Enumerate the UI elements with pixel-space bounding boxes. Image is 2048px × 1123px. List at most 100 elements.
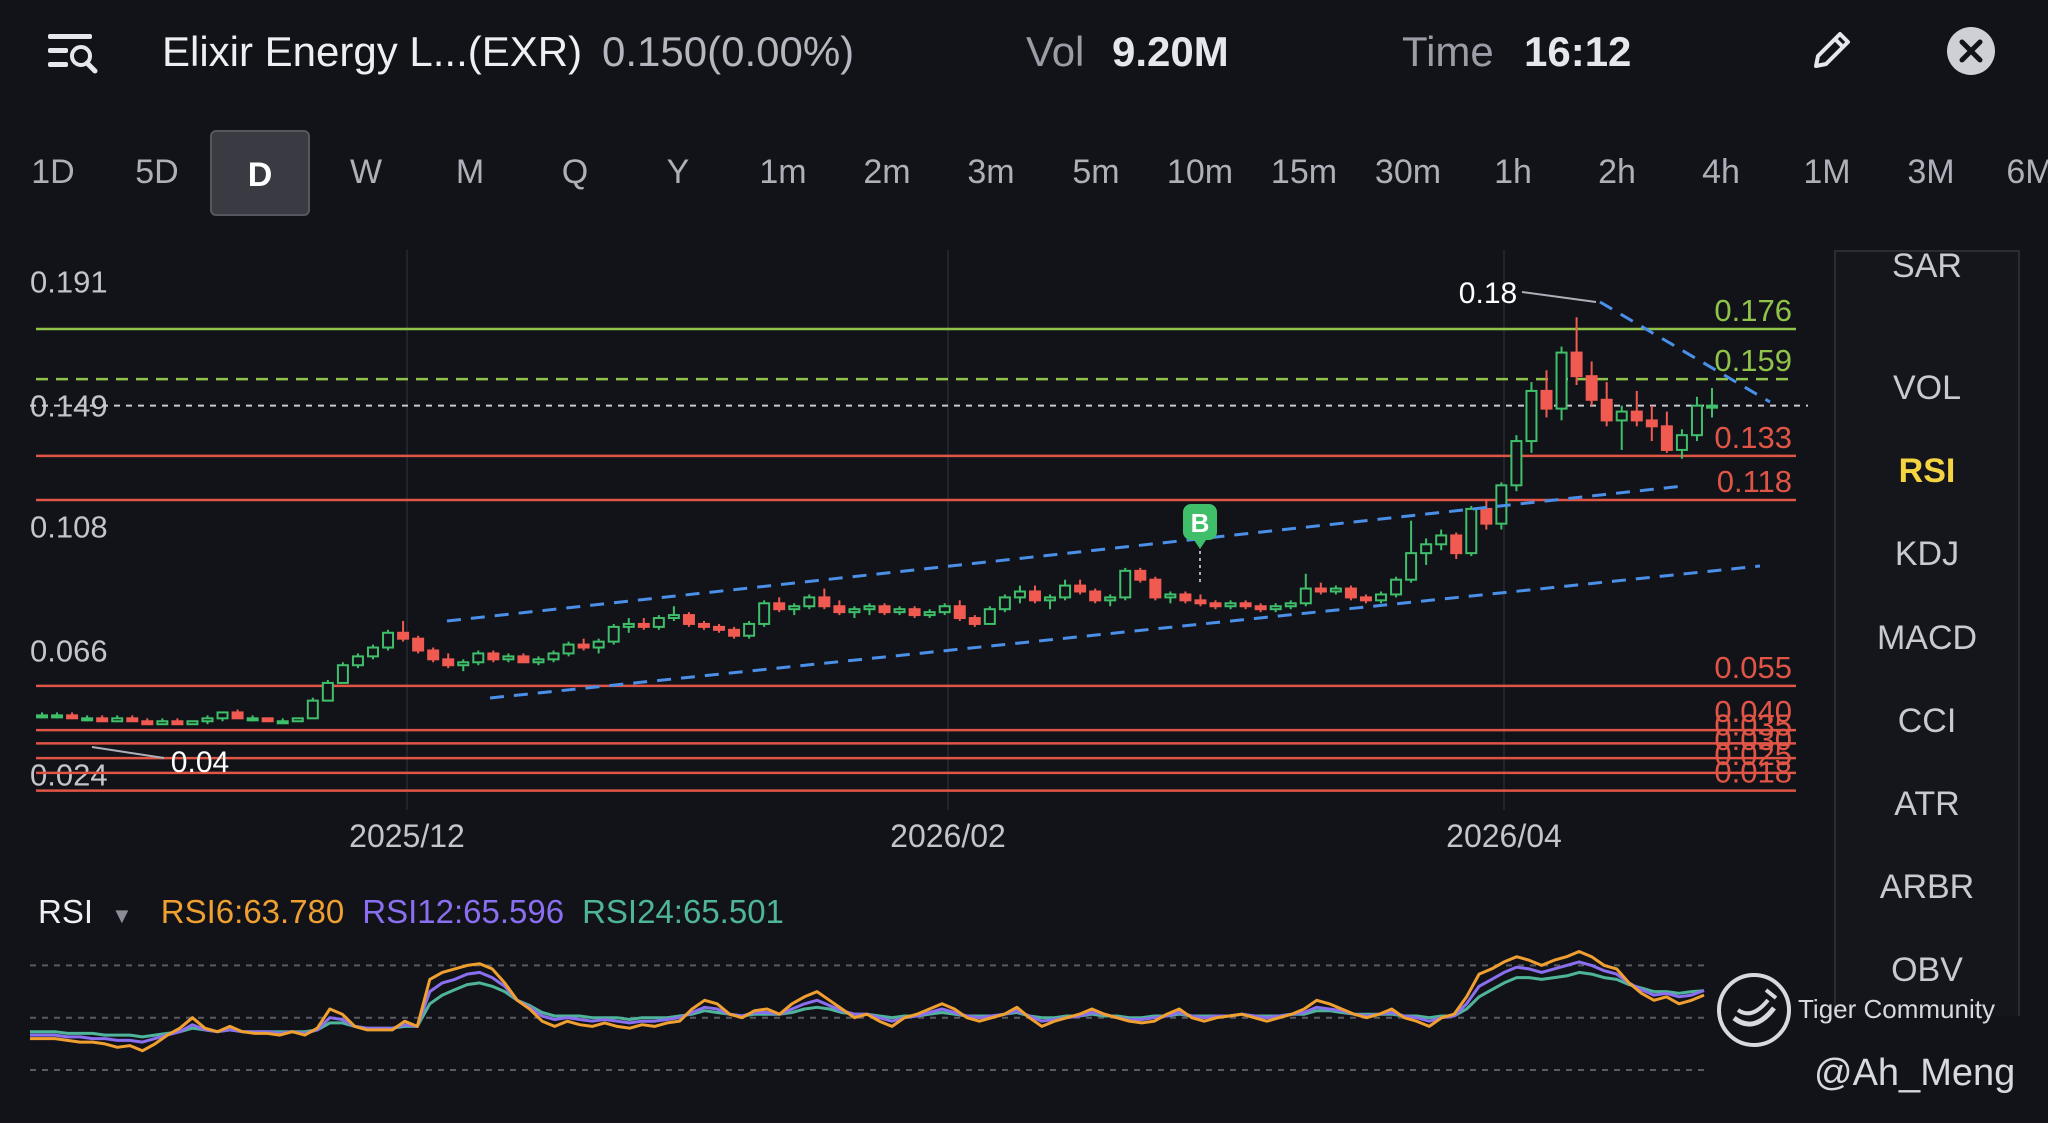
- candle: [246, 717, 259, 722]
- y-tick-label: 0.066: [30, 633, 108, 668]
- rsi-dropdown-icon[interactable]: ▼: [111, 903, 133, 928]
- candle: [938, 605, 951, 614]
- indicator-rsi[interactable]: RSI: [1898, 452, 1956, 490]
- tab-4h[interactable]: 4h: [1702, 153, 1740, 191]
- candle: [547, 652, 560, 661]
- candle: [427, 649, 440, 661]
- candle: [156, 720, 169, 726]
- candle: [336, 664, 349, 684]
- candle: [1600, 398, 1613, 422]
- candle: [682, 614, 695, 625]
- candle: [1164, 593, 1177, 599]
- candle: [607, 625, 620, 643]
- candle: [953, 605, 966, 620]
- candle: [803, 596, 816, 608]
- candle: [1074, 584, 1087, 593]
- candle: [231, 711, 244, 720]
- candle: [893, 608, 906, 614]
- high-annotation: 0.18: [1459, 277, 1517, 310]
- tab-3m[interactable]: 3M: [1907, 153, 1955, 191]
- candle: [186, 720, 199, 726]
- rsi-chart[interactable]: [0, 940, 1720, 1090]
- pencil-icon[interactable]: [1808, 26, 1856, 74]
- tab-d[interactable]: D: [210, 130, 310, 216]
- tab-3m[interactable]: 3m: [967, 153, 1015, 191]
- candle: [397, 631, 410, 640]
- stock-title[interactable]: Elixir Energy L...(EXR): [162, 28, 583, 75]
- candle: [968, 617, 981, 625]
- candle: [1706, 404, 1718, 409]
- candle: [1555, 351, 1568, 410]
- tab-y[interactable]: Y: [666, 153, 690, 191]
- candle: [713, 625, 726, 631]
- rsi-label[interactable]: RSI: [38, 893, 94, 930]
- candle: [592, 640, 605, 649]
- level-label: 0.159: [1714, 343, 1792, 378]
- tab-10m[interactable]: 10m: [1166, 153, 1234, 191]
- tab-1m[interactable]: 1m: [759, 153, 807, 191]
- indicator-sar[interactable]: SAR: [1892, 250, 1962, 285]
- trendline-upper: [446, 484, 1684, 623]
- list-search-icon[interactable]: [46, 30, 100, 76]
- candle: [1059, 584, 1072, 599]
- rsi6-value: RSI6:63.780: [160, 893, 345, 930]
- candle: [382, 631, 395, 649]
- candle: [863, 605, 876, 611]
- candle: [457, 661, 470, 667]
- buy-marker[interactable]: [1183, 504, 1217, 549]
- candle: [1044, 596, 1057, 602]
- indicator-macd[interactable]: MACD: [1876, 619, 1978, 657]
- tab-30m[interactable]: 30m: [1374, 153, 1442, 191]
- candle: [1435, 534, 1448, 546]
- candle: [321, 681, 334, 702]
- candle: [1660, 425, 1673, 451]
- candle: [502, 655, 515, 661]
- tab-5d[interactable]: 5D: [135, 153, 179, 191]
- tab-q[interactable]: Q: [561, 153, 589, 191]
- tab-2m[interactable]: 2m: [863, 153, 911, 191]
- candle: [1675, 434, 1688, 451]
- tab-15m[interactable]: 15m: [1270, 153, 1338, 191]
- candlestick-chart[interactable]: 2025/12 2026/02 2026/040.1910.1490.1080.06…: [0, 250, 1834, 860]
- indicator-kdj[interactable]: KDJ: [1894, 535, 1960, 573]
- candle: [1209, 602, 1222, 608]
- indicator-arbr[interactable]: ARBR: [1879, 868, 1975, 906]
- indicator-atr[interactable]: ATR: [1894, 785, 1960, 823]
- tab-m[interactable]: M: [455, 153, 485, 191]
- level-label: 0.055: [1714, 650, 1792, 685]
- indicator-vol[interactable]: VOL: [1892, 369, 1962, 407]
- close-icon[interactable]: [1946, 26, 1996, 76]
- tab-w[interactable]: W: [349, 153, 383, 191]
- indicator-obv[interactable]: OBV: [1891, 951, 1963, 989]
- candle: [697, 622, 710, 628]
- candle: [472, 652, 485, 664]
- level-label: 0.018: [1714, 755, 1792, 790]
- rsi12-line: [30, 960, 1705, 1044]
- vol-value: 9.20M: [1112, 28, 1229, 75]
- candle: [291, 717, 304, 723]
- rsi24-value: RSI24:65.501: [582, 893, 784, 930]
- low-pointer-line: [91, 746, 165, 759]
- candle: [998, 596, 1011, 611]
- time-value: 16:12: [1524, 28, 1632, 75]
- candle: [637, 622, 650, 628]
- candle: [773, 602, 786, 611]
- candle: [1314, 587, 1327, 593]
- candle: [983, 608, 996, 625]
- candle: [1525, 389, 1538, 443]
- candle: [1480, 507, 1493, 525]
- y-tick-label: 0.191: [30, 265, 108, 300]
- high-pointer-line: [1521, 291, 1597, 303]
- indicator-cci[interactable]: CCI: [1897, 702, 1957, 740]
- tab-1d[interactable]: 1D: [31, 153, 75, 191]
- tab-1h[interactable]: 1h: [1494, 153, 1532, 191]
- tab-6m[interactable]: 6M: [2006, 153, 2048, 191]
- candle: [276, 720, 289, 725]
- candle: [1119, 569, 1132, 599]
- candle: [1630, 410, 1643, 422]
- tab-2h[interactable]: 2h: [1598, 153, 1636, 191]
- candle: [1089, 590, 1102, 602]
- x-tick-label: 2026/04: [1446, 818, 1562, 854]
- tab-1m[interactable]: 1M: [1803, 153, 1851, 191]
- tab-5m[interactable]: 5m: [1072, 153, 1120, 191]
